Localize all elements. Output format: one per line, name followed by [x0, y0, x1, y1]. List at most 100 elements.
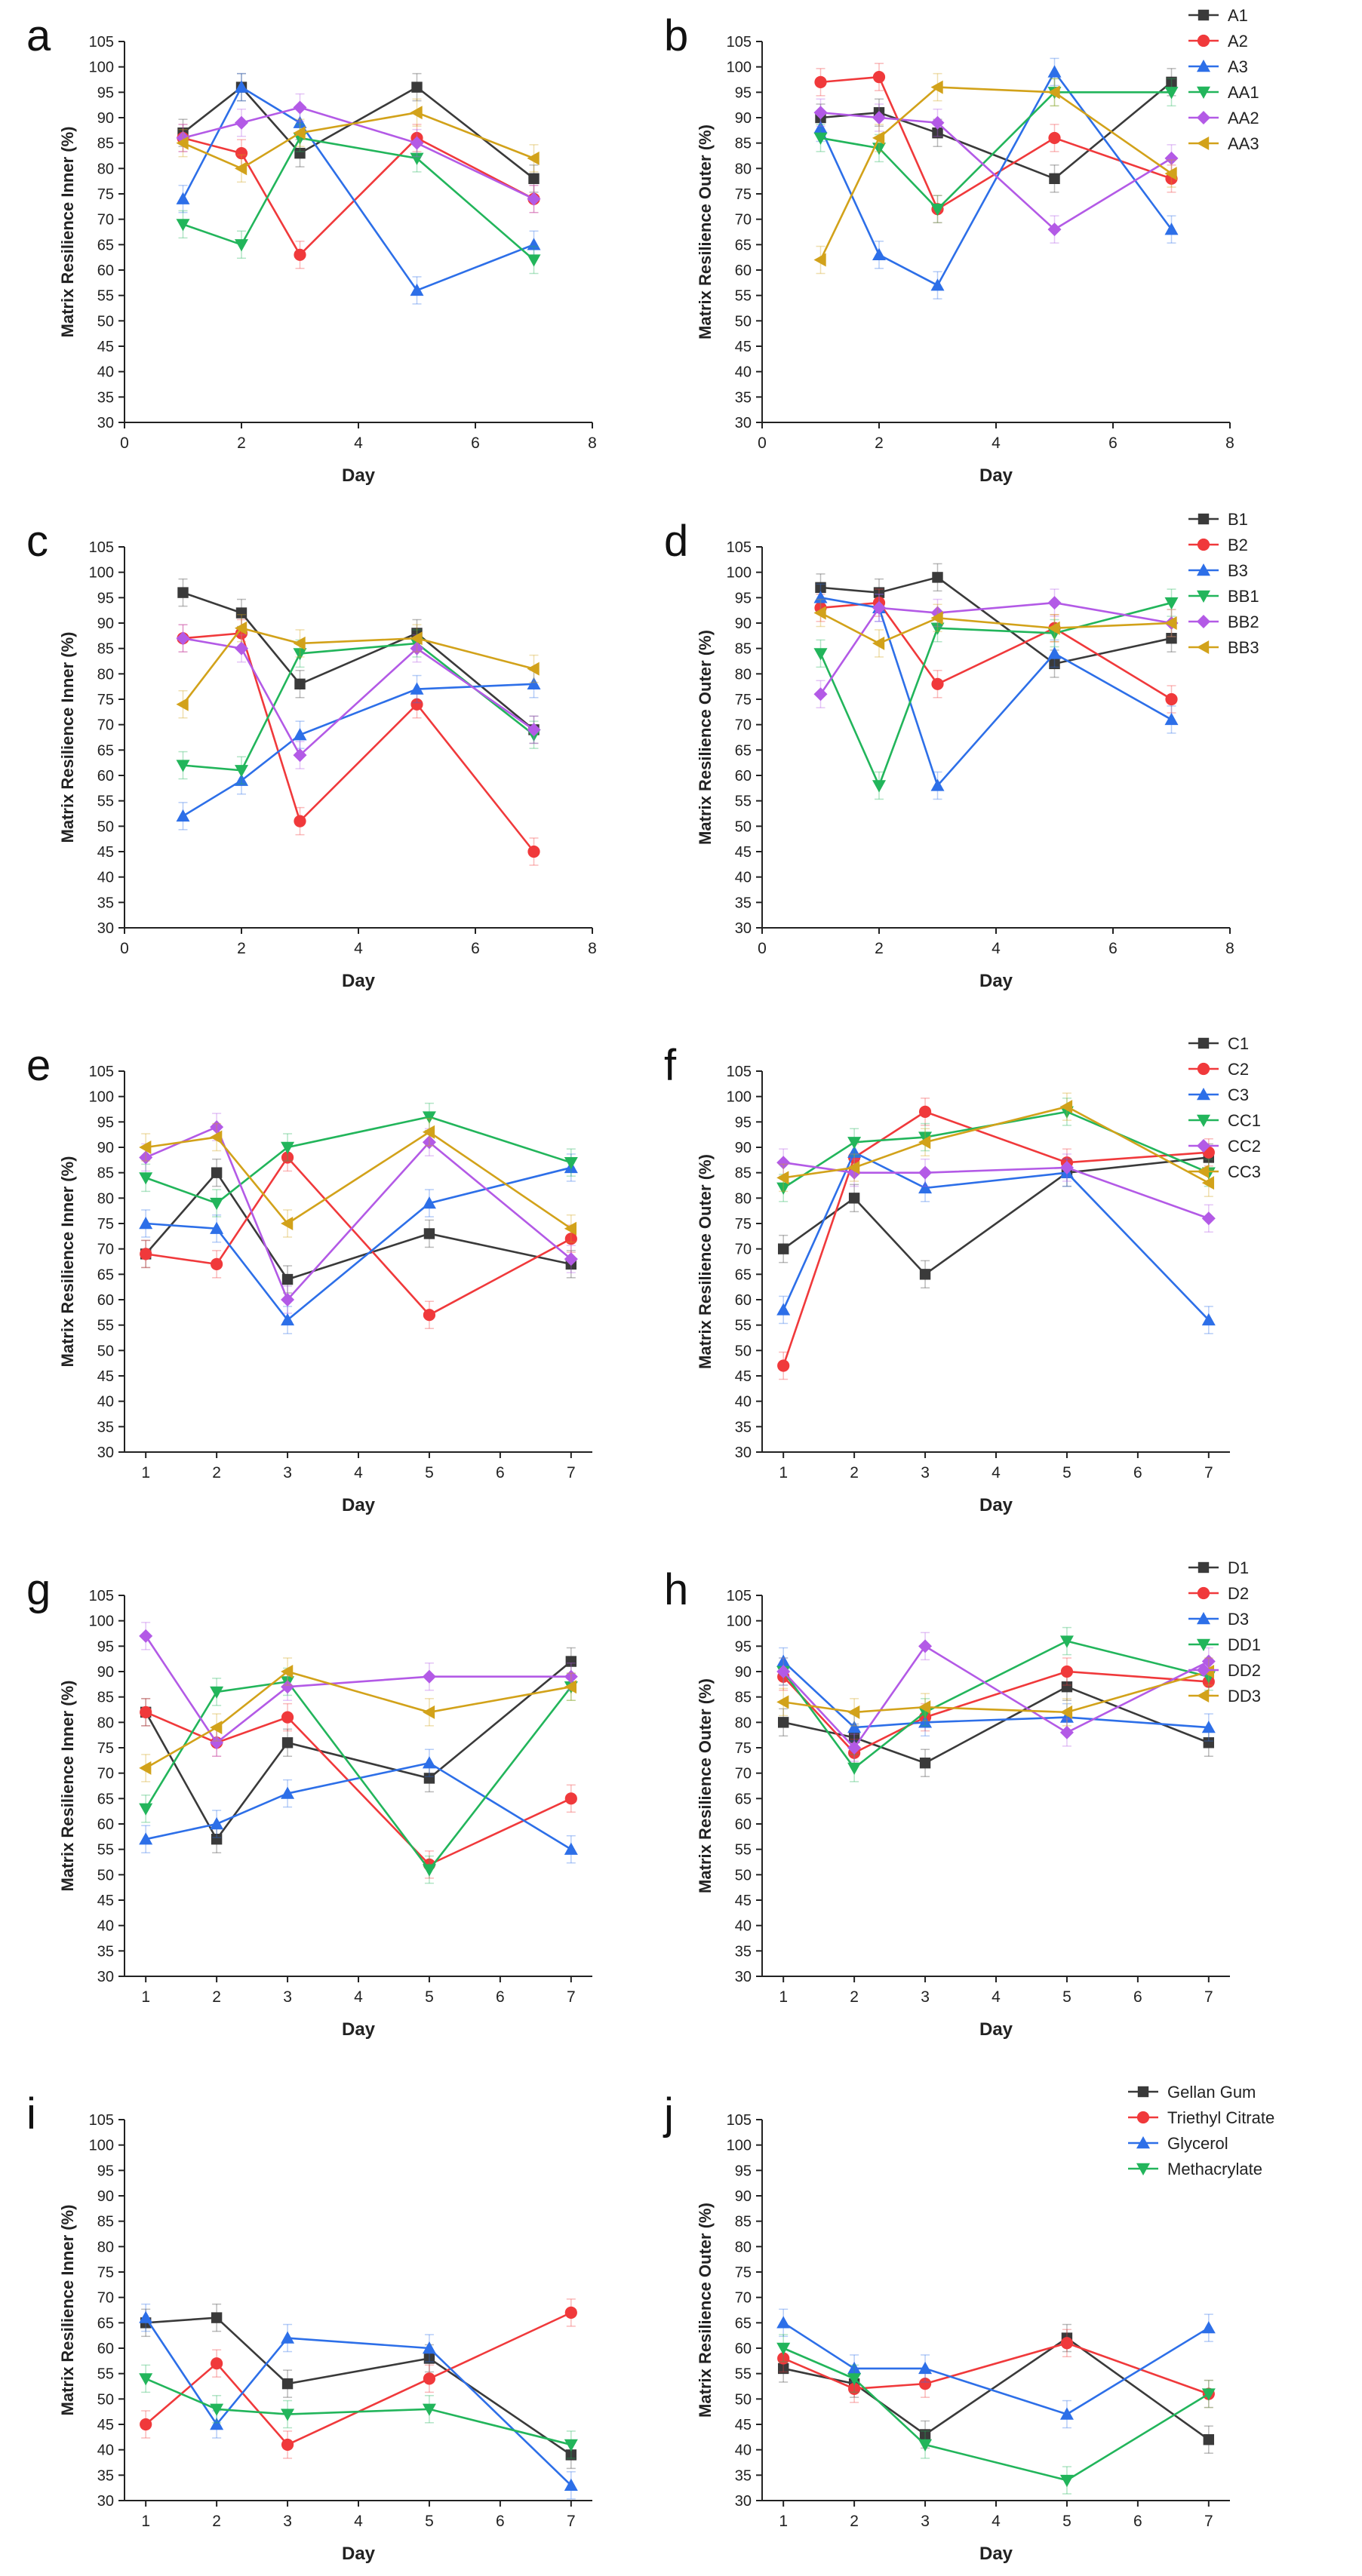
data-point — [410, 152, 424, 165]
y-tick-label: 80 — [735, 2239, 752, 2255]
legend: C1 C2 C3 CC1 CC2 CC3 — [1188, 1034, 1261, 1181]
data-point — [918, 1700, 931, 1715]
x-tick-label: 6 — [1108, 940, 1118, 957]
data-point — [918, 1131, 933, 1144]
data-point — [527, 151, 540, 165]
y-tick-label: 75 — [97, 2264, 114, 2281]
data-point — [281, 2331, 295, 2344]
data-point — [1047, 65, 1062, 78]
data-point — [564, 2478, 578, 2491]
data-point — [776, 1654, 791, 1667]
x-tick-label: 6 — [496, 1464, 505, 1481]
data-point — [1201, 2388, 1216, 2401]
data-point — [776, 2342, 791, 2355]
y-tick-label: 90 — [97, 1140, 114, 1156]
series-glycerol — [139, 2303, 578, 2500]
legend-label: BB3 — [1228, 638, 1259, 657]
data-point — [930, 278, 945, 291]
y-tick-label: 100 — [89, 60, 114, 76]
data-point — [1201, 1176, 1215, 1190]
y-tick-label: 35 — [735, 389, 752, 406]
data-point — [1047, 85, 1060, 100]
data-point — [776, 2316, 791, 2329]
data-point — [210, 1197, 224, 1211]
series-methacrylate — [776, 2334, 1216, 2495]
data-point — [176, 192, 190, 204]
data-point — [293, 115, 307, 128]
y-axis-label: Matrix Resilience Inner (%) — [58, 1156, 77, 1368]
data-point — [294, 248, 306, 261]
data-point — [1164, 597, 1179, 610]
x-axis-label: Day — [979, 1495, 1013, 1515]
series-line — [819, 601, 1172, 788]
series-b3 — [176, 670, 541, 831]
y-tick-label: 65 — [735, 1267, 752, 1283]
series-line — [182, 683, 534, 817]
data-point — [814, 75, 827, 88]
y-tick-label: 70 — [97, 212, 114, 229]
data-point — [564, 2439, 578, 2452]
y-tick-label: 85 — [735, 136, 752, 152]
x-axis-label: Day — [342, 2544, 376, 2564]
data-point — [1047, 621, 1060, 635]
y-tick-label: 35 — [97, 895, 114, 911]
data-point — [210, 2403, 224, 2416]
y-tick-label: 105 — [727, 34, 752, 51]
data-point — [527, 723, 541, 737]
y-tick-label: 50 — [97, 1867, 114, 1884]
y-tick-label: 30 — [97, 415, 114, 431]
data-point — [813, 687, 828, 702]
data-point — [139, 1172, 153, 1185]
data-point — [776, 1182, 791, 1195]
data-point — [210, 1120, 224, 1134]
data-point — [211, 1257, 223, 1270]
y-tick-label: 45 — [97, 844, 114, 861]
legend-label: Triethyl Citrate — [1167, 2108, 1274, 2127]
x-tick-label: 1 — [779, 1464, 788, 1481]
y-tick-label: 90 — [735, 616, 752, 632]
legend-label: AA1 — [1228, 83, 1259, 102]
series-aa2 — [176, 93, 541, 213]
legend-label: D1 — [1228, 1558, 1249, 1577]
y-tick-label: 65 — [735, 2315, 752, 2332]
data-point — [527, 662, 540, 676]
data-point — [872, 600, 886, 615]
x-axis-label: Day — [979, 465, 1013, 486]
data-point — [847, 1741, 862, 1755]
data-point — [281, 2438, 294, 2452]
y-tick-label: 70 — [735, 1242, 752, 1258]
legend-label: C2 — [1228, 1060, 1249, 1079]
data-point — [564, 1157, 578, 1170]
data-point — [422, 1669, 436, 1684]
y-tick-label: 70 — [735, 717, 752, 734]
data-point — [410, 641, 424, 656]
y-tick-label: 50 — [735, 1343, 752, 1359]
data-point — [422, 1135, 436, 1150]
legend-marker — [1197, 1062, 1210, 1076]
y-tick-label: 50 — [97, 1343, 114, 1359]
x-tick-label: 5 — [425, 1464, 434, 1481]
y-tick-label: 55 — [97, 1318, 114, 1334]
series-cc1 — [139, 1102, 578, 1217]
data-point — [1047, 646, 1062, 659]
data-point — [176, 809, 190, 822]
data-point — [918, 1105, 932, 1118]
series-c3 — [776, 1138, 1216, 1334]
x-tick-label: 3 — [921, 1988, 930, 2006]
series-a1 — [815, 68, 1177, 193]
y-tick-label: 90 — [735, 2188, 752, 2205]
x-tick-label: 3 — [283, 2513, 292, 2530]
legend-marker — [1198, 1561, 1210, 1574]
data-point — [281, 1217, 294, 1230]
data-point — [1201, 2321, 1216, 2334]
data-point — [177, 587, 189, 598]
y-tick-label: 65 — [97, 1791, 114, 1807]
data-point — [293, 648, 307, 661]
legend-marker — [1197, 60, 1210, 72]
legend-label: D3 — [1228, 1610, 1249, 1629]
x-tick-label: 6 — [471, 940, 480, 957]
data-point — [847, 2361, 862, 2375]
data-point — [422, 2341, 436, 2354]
series-line — [146, 1166, 572, 1322]
